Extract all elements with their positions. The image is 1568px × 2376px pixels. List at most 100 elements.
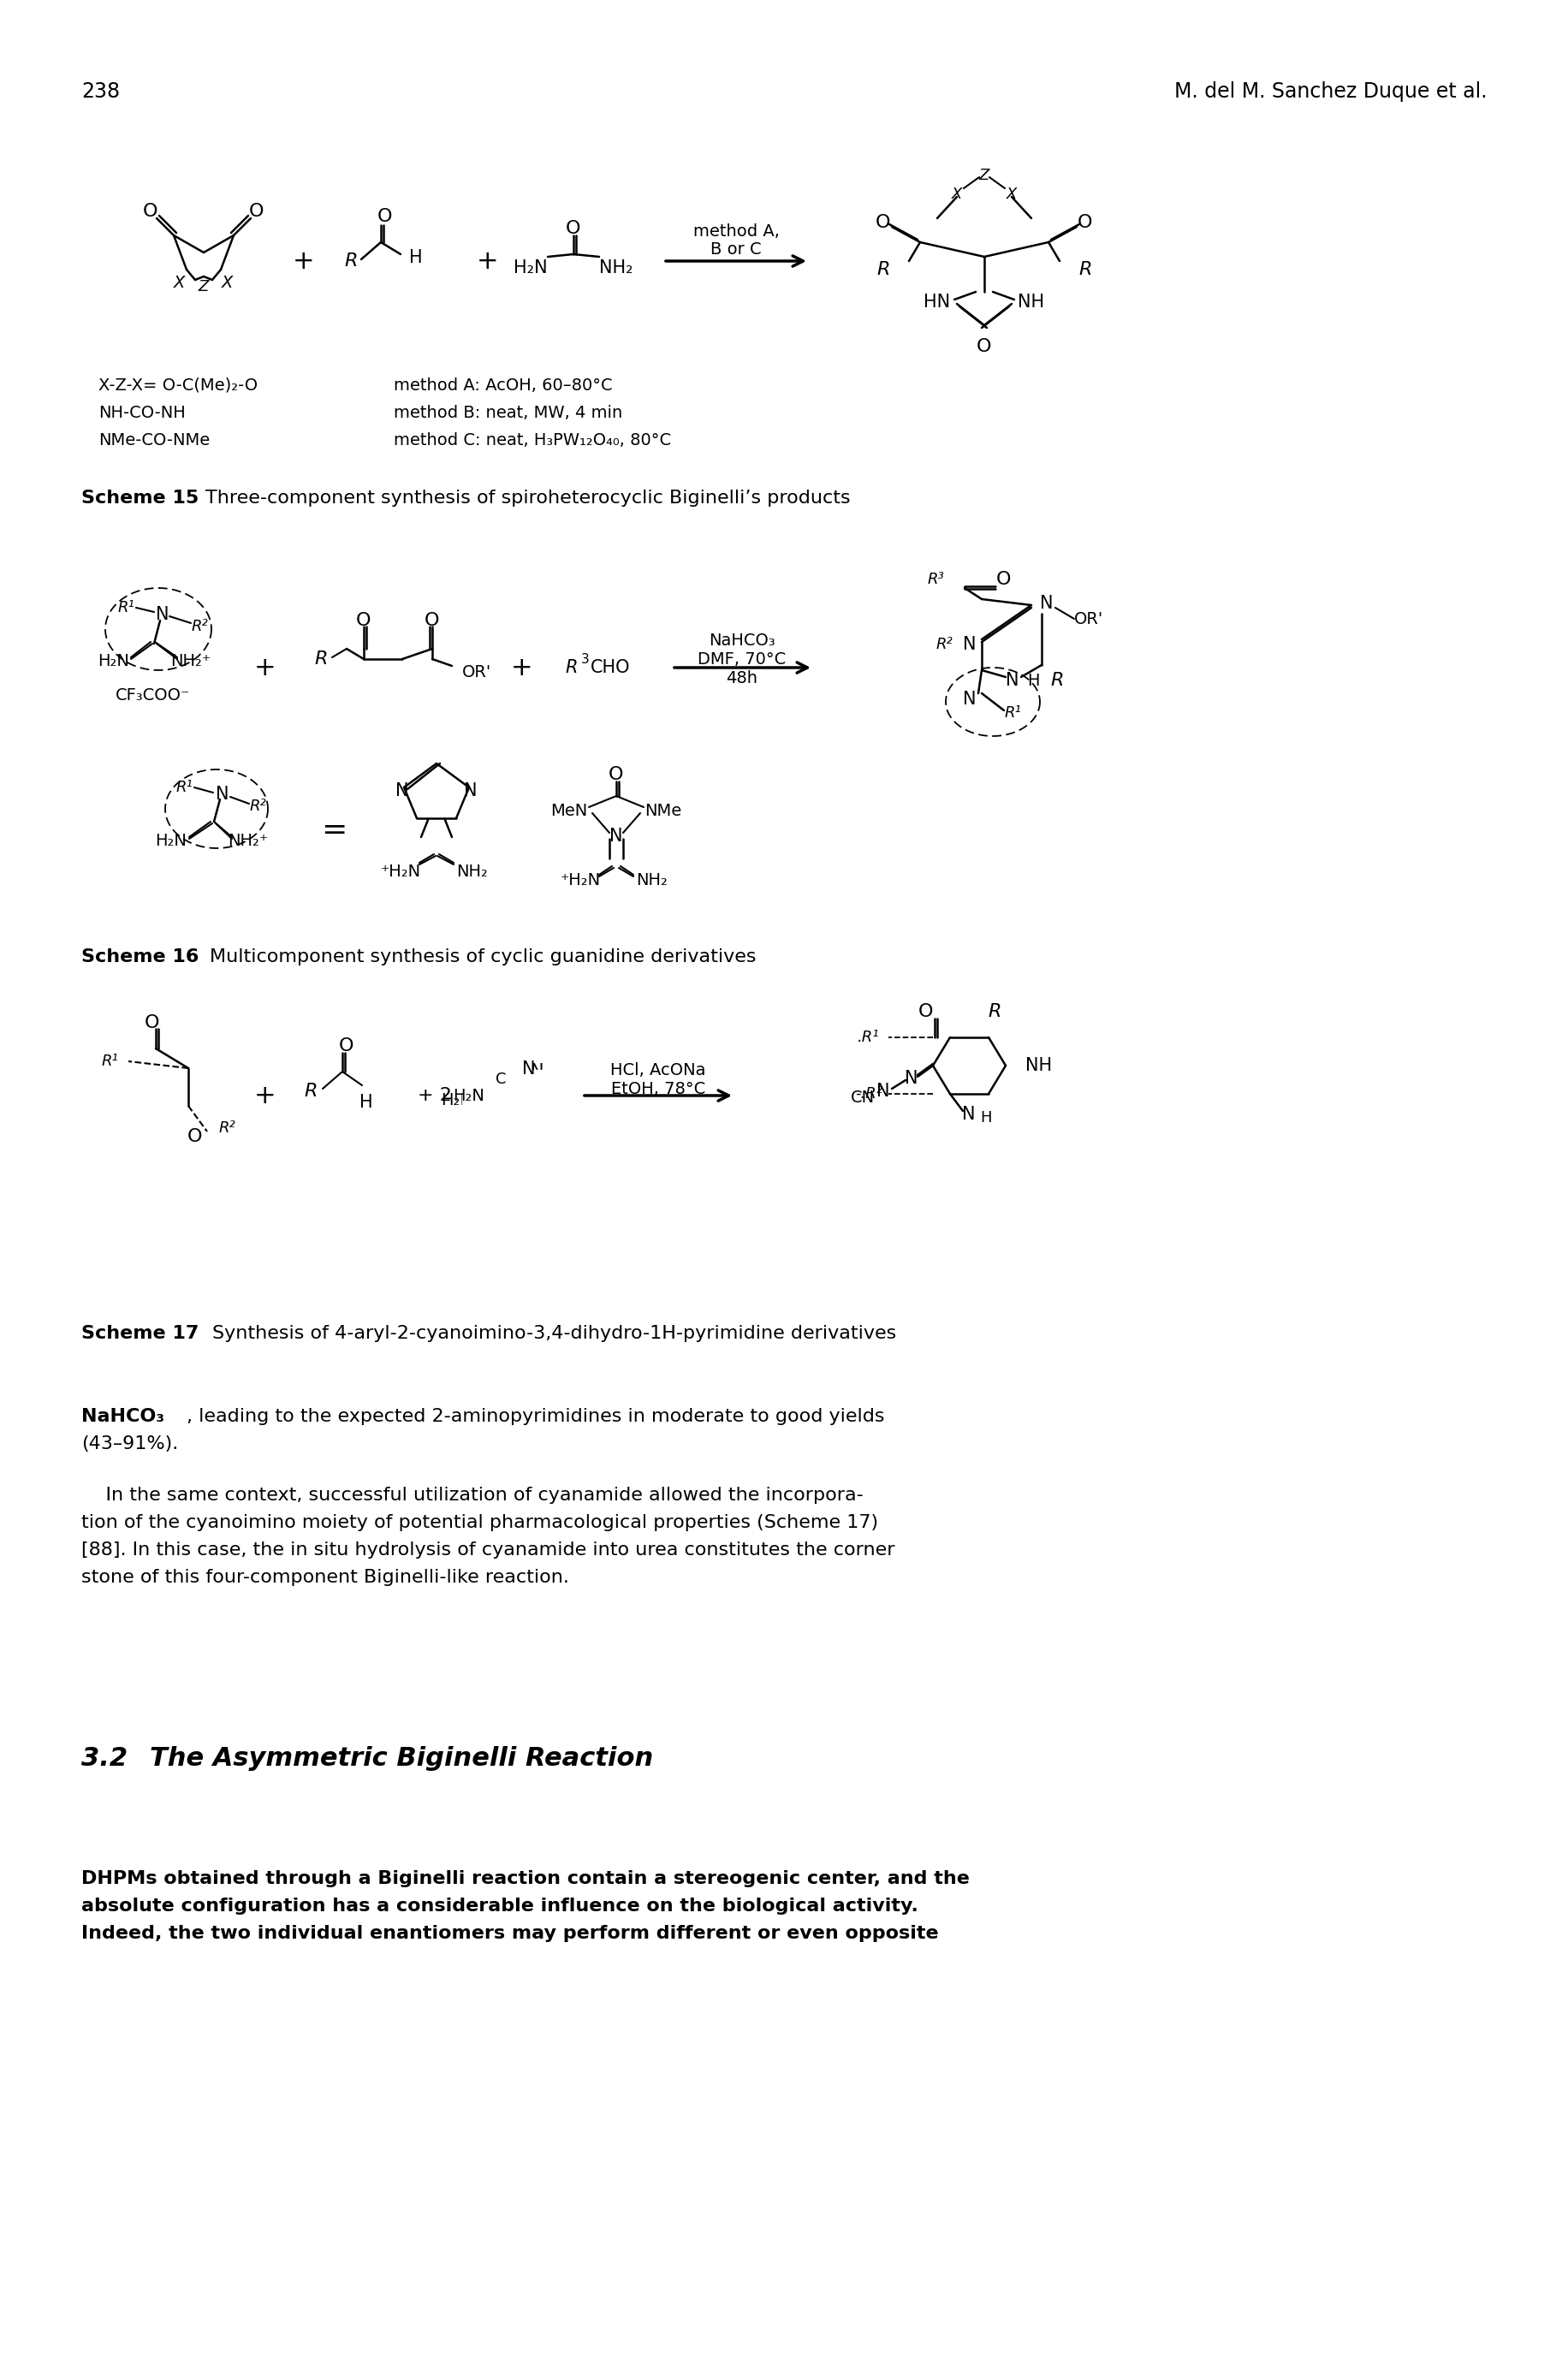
Text: O: O [356,613,372,630]
Text: +: + [254,1083,276,1107]
Text: MeN: MeN [550,803,588,820]
Text: NH-CO-NH: NH-CO-NH [99,404,185,421]
Text: The Asymmetric Biginelli Reaction: The Asymmetric Biginelli Reaction [149,1746,652,1770]
Text: O: O [996,570,1011,587]
Text: M. del M. Sanchez Duque et al.: M. del M. Sanchez Duque et al. [1174,81,1486,102]
Text: +: + [477,249,499,273]
Text: R: R [343,252,358,268]
Text: N: N [395,782,409,798]
Text: N: N [610,827,622,846]
Text: O: O [339,1038,354,1055]
Text: C: C [503,1074,514,1091]
Text: stone of this four-component Biginelli-like reaction.: stone of this four-component Biginelli-l… [82,1568,569,1587]
Text: NH₂: NH₂ [456,862,488,879]
Bar [463,1069,574,1121]
Text: R¹: R¹ [176,779,193,796]
Text: NH₂⁺: NH₂⁺ [171,653,212,670]
Text: ⁺H₂N: ⁺H₂N [379,862,420,879]
Text: ⁺H₂N: ⁺H₂N [560,872,601,889]
Text: method C: neat, H₃PW₁₂O₄₀, 80°C: method C: neat, H₃PW₁₂O₄₀, 80°C [394,432,671,449]
Text: (43–91%).: (43–91%). [82,1435,179,1452]
Text: EtOH, 78°C: EtOH, 78°C [610,1081,706,1098]
Text: Scheme 17: Scheme 17 [82,1326,199,1342]
Text: [88]. In this case, the in situ hydrolysis of cyanamide into urea constitutes th: [88]. In this case, the in situ hydrolys… [82,1542,894,1559]
Text: NH₂: NH₂ [599,259,633,276]
Text: N: N [963,637,975,653]
Text: N: N [522,1060,535,1079]
Text: O: O [378,209,392,226]
Text: R³: R³ [927,573,944,587]
Text: H: H [359,1093,373,1112]
Text: NH: NH [1018,295,1044,311]
Text: O: O [919,1003,933,1019]
Text: R: R [1051,672,1063,689]
Text: H₂N: H₂N [453,1088,485,1105]
Text: DHPMs obtained through a Biginelli reaction contain a stereogenic center, and th: DHPMs obtained through a Biginelli react… [82,1870,969,1887]
Text: N: N [963,691,975,708]
Text: R¹: R¹ [118,601,135,615]
Text: R²: R² [249,798,267,815]
Text: 238: 238 [82,81,119,102]
Text: OR': OR' [463,663,491,680]
Text: +: + [293,249,315,273]
Text: O: O [875,214,891,230]
Text: DMF, 70°C: DMF, 70°C [698,651,786,668]
Text: + 2: + 2 [417,1086,452,1105]
Text: Scheme 15: Scheme 15 [82,489,199,506]
Text: R²: R² [218,1121,235,1136]
Text: OR': OR' [1074,611,1102,627]
Text: X: X [952,188,961,202]
Text: H₂N: H₂N [461,1091,492,1107]
Text: NMe-CO-NMe: NMe-CO-NMe [99,432,210,449]
Text: CN: CN [850,1088,875,1105]
Text: 48h: 48h [726,670,757,687]
Text: NH: NH [1025,1057,1052,1074]
Text: N: N [155,606,169,623]
Text: R²: R² [935,637,952,651]
Text: H: H [1027,672,1038,689]
Text: H₂N: H₂N [97,653,130,670]
Text: HCl, AcONa: HCl, AcONa [610,1062,706,1079]
Text: NH₂: NH₂ [637,872,668,889]
Text: R: R [988,1003,1000,1019]
Text: NaHCO₃: NaHCO₃ [709,632,775,649]
Text: R: R [564,658,577,677]
Text: In the same context, successful utilization of cyanamide allowed the incorpora-: In the same context, successful utilizat… [82,1487,862,1504]
Text: R: R [304,1083,317,1100]
Text: R: R [314,651,328,668]
Text: , leading to the expected 2-aminopyrimidines in moderate to good yields: , leading to the expected 2-aminopyrimid… [187,1409,884,1426]
Text: method B: neat, MW, 4 min: method B: neat, MW, 4 min [394,404,622,421]
Text: NH₂⁺: NH₂⁺ [227,832,268,848]
Text: 3: 3 [580,653,590,665]
Text: O: O [425,613,439,630]
Text: O: O [566,221,580,238]
Text: +: + [254,656,276,680]
Text: N: N [1040,594,1052,613]
Text: absolute configuration has a considerable influence on the biological activity.: absolute configuration has a considerabl… [82,1898,917,1915]
Text: N: N [961,1105,975,1124]
Text: B or C: B or C [710,240,760,257]
Text: NaHCO₃: NaHCO₃ [82,1409,165,1426]
Text: O: O [144,1015,160,1031]
Text: O: O [249,202,263,221]
Text: X: X [174,273,185,290]
Text: .R¹: .R¹ [858,1029,880,1045]
Text: +: + [511,656,533,680]
Text: R¹: R¹ [100,1053,118,1069]
Text: =: = [320,815,347,846]
Text: R¹: R¹ [1004,706,1021,720]
Text: -.R²: -.R² [855,1086,881,1102]
Text: O: O [1077,214,1093,230]
Text: N: N [464,782,477,798]
Text: Z: Z [978,169,989,183]
Text: H: H [980,1110,991,1126]
Text: R: R [877,261,889,278]
Text: N: N [877,1083,889,1100]
Text: X: X [1005,188,1016,202]
Text: X-Z-X= O-C(Me)₂-O: X-Z-X= O-C(Me)₂-O [99,378,257,394]
Text: CHO: CHO [590,658,630,677]
Text: Multicomponent synthesis of cyclic guanidine derivatives: Multicomponent synthesis of cyclic guani… [210,948,756,965]
Text: C: C [495,1072,506,1086]
Text: H₂N: H₂N [155,832,187,848]
Text: 3.2: 3.2 [82,1746,127,1770]
